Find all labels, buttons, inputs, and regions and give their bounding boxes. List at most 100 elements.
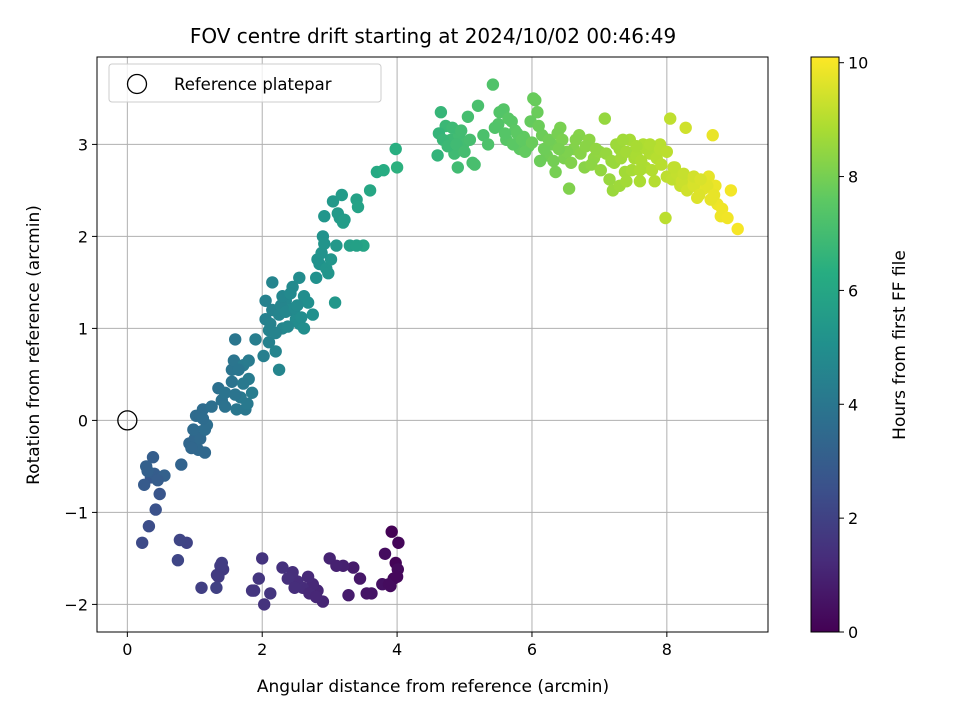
y-tick-label: 3 xyxy=(78,135,88,154)
data-point xyxy=(549,165,562,179)
data-point xyxy=(694,173,707,186)
data-point xyxy=(198,423,212,436)
data-point xyxy=(338,213,351,226)
data-point xyxy=(605,154,618,168)
grid-lines xyxy=(97,57,768,632)
x-tick-label: 8 xyxy=(662,640,672,659)
data-point xyxy=(269,326,282,340)
data-point xyxy=(149,503,162,516)
colorbar xyxy=(810,56,840,633)
data-point xyxy=(667,161,680,174)
data-point xyxy=(552,142,566,156)
data-point xyxy=(731,222,744,236)
colorbar-tick-label: 10 xyxy=(848,54,868,73)
colorbar-tick-label: 4 xyxy=(848,395,858,414)
data-point xyxy=(138,478,151,491)
data-point xyxy=(281,320,294,333)
data-point xyxy=(392,536,405,549)
x-tick-label: 6 xyxy=(527,640,537,659)
data-point xyxy=(330,559,343,572)
data-point xyxy=(342,589,355,602)
data-point xyxy=(389,142,402,156)
data-point xyxy=(306,308,319,321)
data-point xyxy=(693,188,706,202)
y-tick-label: 0 xyxy=(78,411,88,430)
data-point xyxy=(481,138,495,151)
data-point xyxy=(706,129,719,142)
x-tick-label: 2 xyxy=(257,640,267,659)
data-point xyxy=(664,112,677,125)
data-point xyxy=(230,403,243,416)
data-point xyxy=(724,184,738,197)
data-point xyxy=(385,525,398,538)
data-point xyxy=(594,164,607,177)
data-point xyxy=(264,587,277,600)
data-point xyxy=(363,184,377,197)
data-point xyxy=(241,397,254,410)
data-point xyxy=(258,598,271,611)
data-point xyxy=(562,182,576,195)
data-point xyxy=(633,175,647,188)
data-point xyxy=(229,333,242,346)
data-point xyxy=(153,487,166,501)
data-point xyxy=(198,446,212,459)
data-point xyxy=(175,458,188,471)
data-point xyxy=(210,568,224,582)
data-point xyxy=(533,154,547,168)
data-point xyxy=(515,133,529,146)
data-point xyxy=(455,124,468,137)
y-axis-label: Rotation from reference (arcmin) xyxy=(24,205,44,485)
data-point xyxy=(635,154,648,168)
data-point xyxy=(210,581,223,594)
colorbar-tick-label: 0 xyxy=(848,623,858,642)
legend: Reference platepar xyxy=(108,63,382,103)
data-point xyxy=(360,587,373,600)
data-point xyxy=(173,533,187,547)
data-point xyxy=(519,145,532,158)
data-point xyxy=(225,375,239,388)
data-point xyxy=(301,296,315,309)
data-point xyxy=(633,164,647,177)
data-point xyxy=(648,175,661,188)
data-point xyxy=(310,271,323,284)
data-point xyxy=(382,578,396,591)
data-point xyxy=(297,322,311,335)
data-point xyxy=(564,156,578,169)
data-point xyxy=(351,200,365,214)
data-point xyxy=(498,127,512,140)
data-point xyxy=(293,271,306,284)
data-point xyxy=(589,142,603,156)
y-tick-label: −2 xyxy=(64,595,88,614)
data-point xyxy=(707,188,721,202)
data-point xyxy=(310,590,323,604)
data-point xyxy=(318,210,331,223)
data-point xyxy=(677,167,690,180)
data-point xyxy=(468,158,481,171)
legend-box xyxy=(108,63,382,103)
data-point xyxy=(276,561,289,574)
colorbar-ticks: 0 2 4 6 8 10 xyxy=(839,54,868,642)
data-point xyxy=(245,584,259,597)
data-point xyxy=(249,333,262,346)
data-point xyxy=(194,432,207,445)
data-point xyxy=(537,142,551,156)
colorbar-tick-label: 6 xyxy=(848,281,858,300)
data-point xyxy=(585,158,598,171)
data-point xyxy=(262,336,276,349)
data-point xyxy=(185,441,198,455)
data-point xyxy=(378,547,392,560)
data-point xyxy=(645,164,659,177)
data-point xyxy=(493,106,506,119)
data-point xyxy=(295,311,308,324)
data-point xyxy=(335,188,348,202)
data-point xyxy=(284,287,297,300)
data-point xyxy=(616,133,630,146)
data-point xyxy=(463,133,477,146)
data-point xyxy=(264,317,277,330)
data-point xyxy=(322,267,335,280)
x-tick-label: 0 xyxy=(122,640,132,659)
data-point xyxy=(434,106,448,119)
data-point xyxy=(569,133,582,146)
x-axis-label: Angular distance from reference (arcmin) xyxy=(257,677,609,697)
data-point xyxy=(245,386,259,399)
